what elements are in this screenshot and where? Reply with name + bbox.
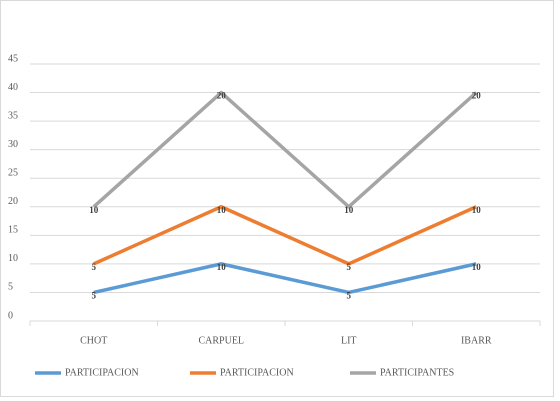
legend-label: PARTICIPACION <box>65 367 139 378</box>
data-label: 5 <box>347 262 352 272</box>
data-label: 20 <box>472 91 482 101</box>
y-tick-label: 20 <box>8 196 18 207</box>
x-tick-label: CARPUEL <box>198 335 244 346</box>
chart-border <box>0 0 554 397</box>
data-label: 10 <box>217 262 227 272</box>
y-tick-label: 25 <box>8 168 18 179</box>
y-tick-label: 35 <box>8 110 18 121</box>
y-tick-label: 15 <box>8 225 18 236</box>
data-label: 20 <box>217 91 227 101</box>
series-line <box>92 90 478 209</box>
x-tick-label: LIT <box>341 335 357 346</box>
y-tick-label: 45 <box>8 53 18 64</box>
data-label: 10 <box>472 205 482 215</box>
y-tick-label: 10 <box>8 253 18 264</box>
y-tick-label: 0 <box>8 310 13 321</box>
data-label: 5 <box>92 291 97 301</box>
data-label: 10 <box>217 205 227 215</box>
y-tick-label: 40 <box>8 82 18 93</box>
x-tick-label: CHOT <box>80 335 107 346</box>
series-line <box>93 205 477 266</box>
data-label: 10 <box>344 205 354 215</box>
legend-label: PARTICIPACION <box>220 367 294 378</box>
series-line <box>93 262 477 295</box>
data-label: 5 <box>347 291 352 301</box>
data-label: 10 <box>89 205 99 215</box>
data-label: 5 <box>92 262 97 272</box>
y-tick-label: 30 <box>8 139 18 150</box>
y-tick-label: 5 <box>8 282 13 293</box>
x-tick-label: IBARR <box>461 335 492 346</box>
legend-label: PARTICIPANTES <box>380 367 454 378</box>
data-label: 10 <box>472 262 482 272</box>
